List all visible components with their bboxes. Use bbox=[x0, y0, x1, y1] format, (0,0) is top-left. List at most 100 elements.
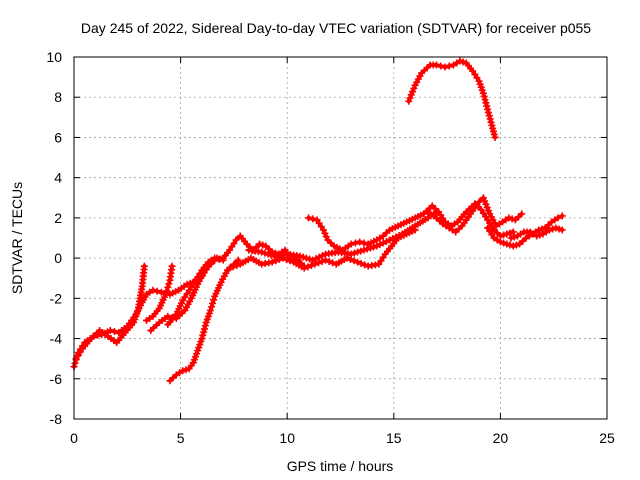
series-arc-l bbox=[484, 212, 566, 250]
data-point bbox=[209, 299, 217, 307]
data-point bbox=[350, 249, 358, 257]
y-tick-label: -4 bbox=[50, 331, 63, 347]
x-tick-label: 10 bbox=[279, 430, 295, 446]
data-point bbox=[510, 233, 518, 241]
data-point bbox=[215, 255, 223, 263]
data-point bbox=[315, 253, 323, 261]
chart-title: Day 245 of 2022, Sidereal Day-to-day VTE… bbox=[81, 20, 591, 36]
data-point bbox=[354, 258, 362, 266]
data-point bbox=[552, 224, 560, 232]
plot-frame bbox=[73, 56, 608, 420]
data-point bbox=[480, 92, 488, 100]
data-point bbox=[409, 88, 417, 96]
data-point bbox=[459, 58, 467, 66]
data-point bbox=[210, 296, 218, 304]
data-point bbox=[322, 256, 330, 264]
data-point bbox=[558, 226, 566, 234]
data-point bbox=[229, 263, 237, 271]
data-point bbox=[199, 331, 207, 339]
data-point bbox=[481, 197, 489, 205]
data-point bbox=[319, 226, 327, 234]
data-point bbox=[300, 264, 308, 272]
y-tick-label: 8 bbox=[54, 89, 62, 105]
data-point bbox=[179, 367, 187, 375]
data-point bbox=[406, 94, 414, 102]
data-point bbox=[149, 286, 157, 294]
data-point bbox=[479, 89, 487, 97]
data-point bbox=[157, 288, 165, 296]
data-point bbox=[309, 256, 317, 264]
data-point bbox=[389, 235, 397, 243]
data-point bbox=[405, 97, 413, 105]
data-point bbox=[168, 262, 176, 270]
axes: 0 5 10 15 20 25 -8 -6 -4 -2 0 2 4 6 8 10 bbox=[46, 49, 615, 446]
data-point bbox=[437, 62, 445, 70]
data-point bbox=[484, 207, 492, 215]
data-point bbox=[376, 241, 384, 249]
data-point bbox=[554, 214, 562, 222]
data-point bbox=[445, 62, 453, 70]
data-point bbox=[500, 239, 508, 247]
data-point bbox=[379, 239, 387, 247]
data-point bbox=[505, 214, 513, 222]
data-point bbox=[482, 200, 490, 208]
data-point bbox=[347, 240, 355, 248]
y-axis-label: SDTVAR / TECUs bbox=[9, 182, 25, 294]
data-point bbox=[208, 303, 216, 311]
data-point bbox=[357, 247, 365, 255]
series-arc-k bbox=[424, 194, 526, 236]
series-arc-m bbox=[507, 224, 566, 242]
data-point bbox=[496, 238, 504, 246]
data-point bbox=[485, 112, 493, 120]
data-point bbox=[484, 105, 492, 113]
data-point bbox=[503, 240, 511, 248]
data-point bbox=[325, 257, 333, 265]
y-tick-label: 10 bbox=[46, 49, 62, 65]
data-point bbox=[343, 254, 351, 262]
data-point bbox=[506, 229, 514, 237]
data-point bbox=[350, 257, 358, 265]
data-point bbox=[226, 264, 234, 272]
data-point bbox=[479, 194, 487, 202]
data-point bbox=[259, 241, 267, 249]
data-point bbox=[536, 231, 544, 239]
series-arc-n bbox=[405, 57, 499, 141]
data-point bbox=[483, 102, 491, 110]
data-point bbox=[481, 96, 489, 104]
data-point bbox=[491, 133, 499, 141]
data-point bbox=[482, 99, 490, 107]
data-point bbox=[286, 257, 294, 265]
y-tick-label: -6 bbox=[50, 371, 63, 387]
data-point bbox=[373, 242, 381, 250]
y-tick-label: 4 bbox=[54, 170, 62, 186]
series-arc-f bbox=[166, 256, 242, 385]
data-point bbox=[518, 210, 526, 218]
data-point bbox=[321, 229, 329, 237]
data-point bbox=[487, 118, 495, 126]
y-tick-label: 2 bbox=[54, 210, 62, 226]
data-point bbox=[356, 238, 364, 246]
data-point bbox=[441, 63, 449, 71]
data-point bbox=[71, 359, 79, 367]
data-point bbox=[153, 287, 161, 295]
data-point bbox=[545, 226, 553, 234]
data-point bbox=[258, 248, 266, 256]
data-point bbox=[299, 253, 307, 261]
data-point bbox=[140, 262, 148, 270]
data-point bbox=[163, 287, 171, 295]
series-arc-j bbox=[305, 200, 517, 254]
data-point bbox=[165, 280, 173, 288]
data-point bbox=[549, 225, 557, 233]
data-point bbox=[255, 240, 263, 248]
data-point bbox=[533, 232, 541, 240]
y-tick-label: -8 bbox=[50, 411, 63, 427]
data-point bbox=[264, 250, 272, 258]
data-point bbox=[456, 57, 464, 65]
data-point bbox=[483, 203, 491, 211]
data-point bbox=[486, 115, 494, 123]
data-point bbox=[506, 241, 514, 249]
data-point bbox=[206, 306, 214, 314]
data-point bbox=[302, 254, 310, 262]
data-point bbox=[361, 261, 369, 269]
data-point bbox=[360, 246, 368, 254]
